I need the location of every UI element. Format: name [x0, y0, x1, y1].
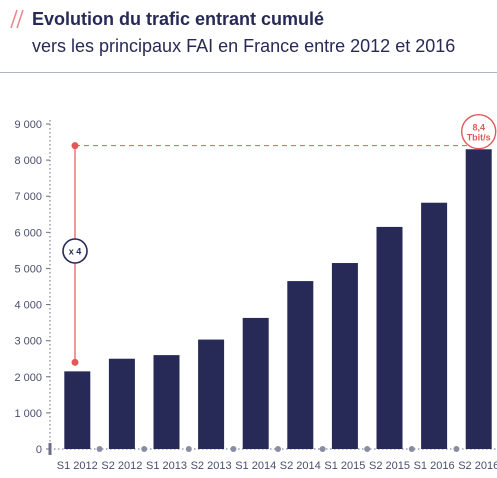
- x-separator-dot: [408, 446, 415, 452]
- x-separator-dot: [453, 446, 460, 452]
- bar: [64, 371, 91, 449]
- y-tick-label: 8 000: [14, 155, 42, 167]
- y-tick-label: 0: [36, 444, 42, 456]
- bar: [287, 281, 314, 449]
- multiplier-label: x 4: [69, 247, 82, 257]
- peak-value-badge: [461, 113, 497, 150]
- x-tick-label: S2 2015: [369, 460, 410, 472]
- y-tick-label: 4 000: [14, 300, 42, 312]
- header-divider: [0, 72, 497, 73]
- x-tick-label: S2 2012: [101, 460, 142, 472]
- x-tick-label: S2 2013: [191, 460, 232, 472]
- x-separator-dot: [230, 446, 237, 452]
- x-separator-dot: [141, 446, 148, 452]
- bar: [242, 317, 269, 449]
- y-tick-label: 6 000: [14, 227, 42, 239]
- bar: [376, 226, 403, 449]
- x-tick-label: S1 2015: [324, 460, 365, 472]
- y-tick-label: 9 000: [14, 119, 42, 131]
- multiplier-badge: [62, 238, 88, 264]
- y-tick-label: 5 000: [14, 263, 42, 275]
- x-tick-label: S1 2012: [57, 460, 98, 472]
- y-tick-label: 2 000: [14, 372, 42, 384]
- y-tick-label: 3 000: [14, 336, 42, 348]
- title-slashes-decoration: [10, 9, 24, 29]
- range-marker-bottom-dot: [71, 358, 79, 366]
- x-tick-label: S1 2013: [146, 460, 187, 472]
- bar: [465, 149, 492, 449]
- peak-unit-label: Tbit/s: [467, 133, 491, 143]
- y-tick-label: 1 000: [14, 408, 42, 420]
- x-tick-label: S2 2014: [280, 460, 321, 472]
- range-marker-top-dot: [71, 142, 79, 150]
- x-tick-label: S1 2016: [414, 460, 455, 472]
- x-separator-dot: [275, 446, 281, 452]
- x-separator-dot: [185, 446, 192, 452]
- chart-subtitle: vers les principaux FAI en France entre …: [32, 36, 456, 56]
- bar: [421, 202, 448, 449]
- x-separator-dot: [364, 446, 371, 452]
- x-separator-dot: [96, 446, 103, 452]
- x-separator-dot: [319, 446, 326, 452]
- bar: [153, 355, 180, 449]
- chart-title: Evolution du trafic entrant cumulé: [32, 9, 325, 29]
- bar: [331, 263, 358, 449]
- x-tick-label: S1 2014: [235, 460, 276, 472]
- y-tick-label: 7 000: [14, 191, 42, 203]
- peak-value-label: 8,4: [472, 123, 485, 133]
- x-tick-label: S2 2016: [458, 460, 497, 472]
- bar: [108, 358, 135, 449]
- axis-origin-marker: [48, 443, 52, 455]
- bar: [198, 339, 225, 449]
